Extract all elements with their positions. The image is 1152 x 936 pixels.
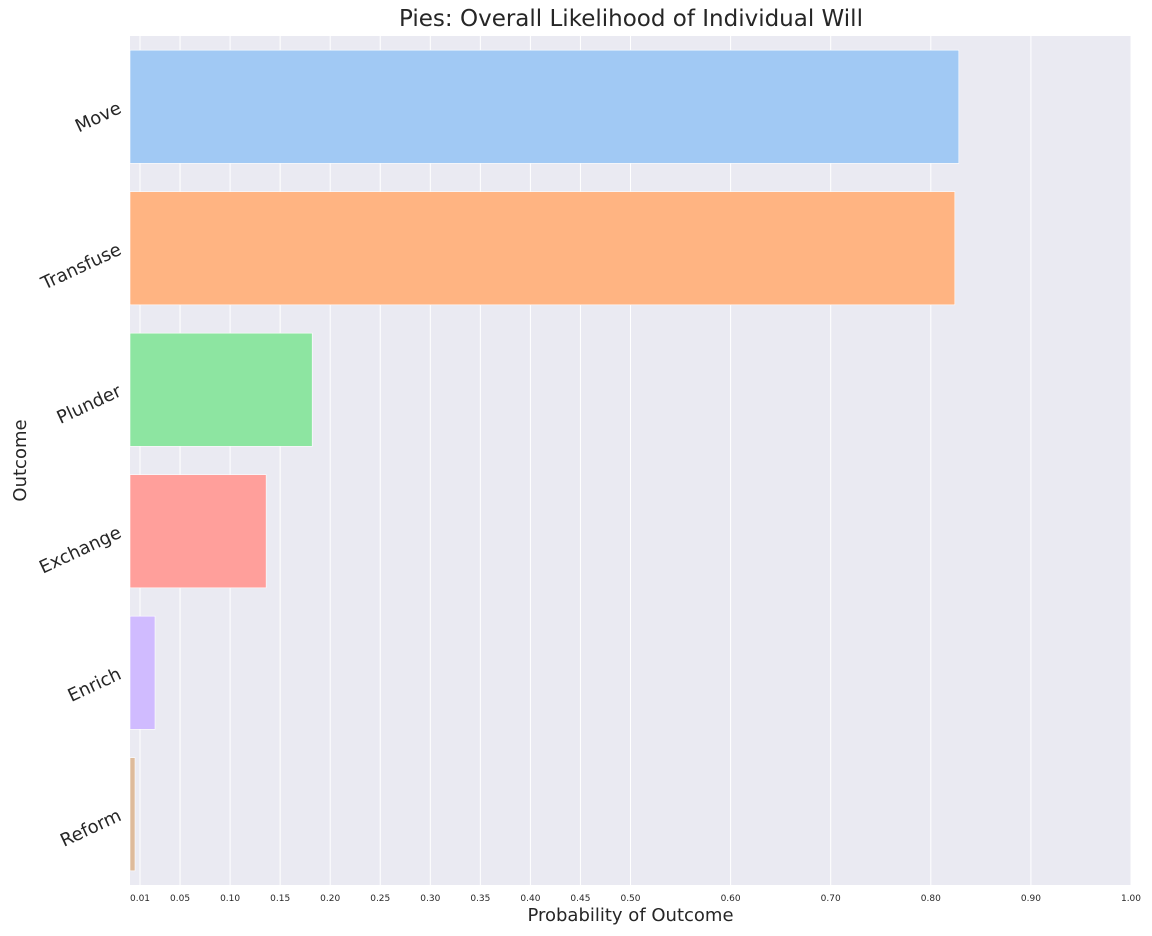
x-tick-label: 0.20 xyxy=(320,894,340,904)
bar-plunder xyxy=(129,332,313,447)
x-tick-label: 0.70 xyxy=(821,894,841,904)
x-tick-label: 0.05 xyxy=(170,894,190,904)
x-axis-label: Probability of Outcome xyxy=(527,905,733,926)
x-tick-label: 0.01 xyxy=(130,894,150,904)
x-tick-label: 0.60 xyxy=(721,894,741,904)
bar-exchange xyxy=(129,474,267,589)
x-tick-label: 0.35 xyxy=(470,894,490,904)
y-category-labels: Move Transfuse Plunder Exchange Enrich Reform xyxy=(36,98,125,852)
x-tick-label: 0.50 xyxy=(620,894,640,904)
bar-move xyxy=(129,49,960,164)
bar-reform xyxy=(129,757,136,872)
x-tick-label: 0.40 xyxy=(520,894,540,904)
bar-transfuse xyxy=(129,191,956,306)
category-label: Reform xyxy=(57,805,125,851)
grid-lines xyxy=(139,36,1132,885)
x-tick-label: 0.30 xyxy=(420,894,440,904)
x-tick-label: 0.90 xyxy=(1021,894,1041,904)
x-tick-label: 0.10 xyxy=(220,894,240,904)
chart-title: Pies: Overall Likelihood of Individual W… xyxy=(399,6,863,32)
category-label: Enrich xyxy=(65,664,125,707)
x-tick-label: 1.00 xyxy=(1121,894,1141,904)
bars xyxy=(129,49,960,872)
x-tick-labels: 0.01 0.05 0.10 0.15 0.20 0.25 0.30 0.35 0.40 0.45… xyxy=(130,894,1141,904)
x-tick-label: 0.15 xyxy=(270,894,290,904)
y-axis-label: Outcome xyxy=(10,419,31,501)
category-label: Move xyxy=(72,98,125,137)
bar-enrich xyxy=(129,615,156,730)
x-tick-label: 0.45 xyxy=(570,894,590,904)
category-label: Exchange xyxy=(36,522,125,578)
category-label: Transfuse xyxy=(37,239,125,295)
x-tick-label: 0.25 xyxy=(370,894,390,904)
category-label: Plunder xyxy=(54,380,126,428)
x-tick-label: 0.80 xyxy=(921,894,941,904)
